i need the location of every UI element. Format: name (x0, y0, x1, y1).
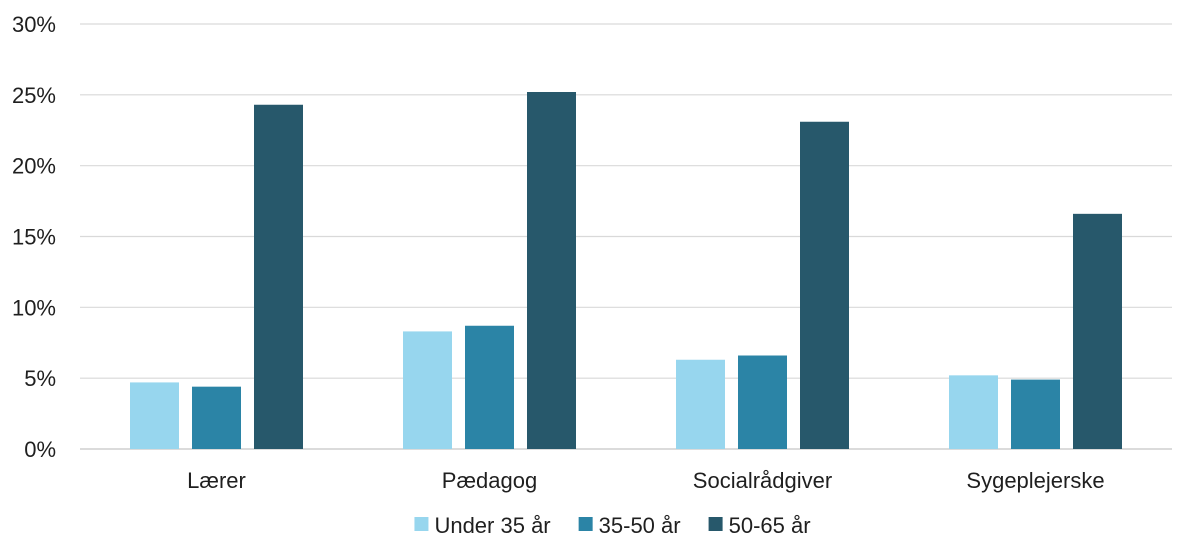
legend-swatch (414, 517, 429, 531)
y-tick-label: 20% (12, 154, 56, 179)
y-axis-tick-labels: 0% 5% 10% 15% 20% 25% 30% (12, 12, 56, 462)
legend-swatch (578, 517, 593, 531)
bar (949, 375, 998, 449)
bars (130, 92, 1122, 449)
y-tick-label: 15% (12, 225, 56, 250)
legend-item: 50-65 år (708, 513, 811, 538)
bar (676, 359, 725, 449)
bar (192, 386, 241, 449)
legend-label: Under 35 år (434, 513, 550, 538)
bar (527, 92, 576, 449)
bar (465, 325, 514, 449)
legend-label: 35-50 år (599, 513, 681, 538)
bar (254, 104, 303, 449)
y-tick-label: 25% (12, 83, 56, 108)
legend-item: 35-50 år (578, 513, 681, 538)
y-tick-label: 0% (24, 437, 56, 462)
bar (1073, 213, 1122, 449)
x-category-label: Sygeplejerske (966, 468, 1104, 493)
x-axis-category-labels: Lærer Pædagog Socialrådgiver Sygeplejerske (187, 468, 1104, 493)
legend-item: Under 35 år (414, 513, 551, 538)
x-category-label: Lærer (187, 468, 246, 493)
gridlines (80, 23, 1172, 450)
bar (1011, 379, 1060, 449)
bar (403, 331, 452, 449)
x-category-label: Pædagog (442, 468, 537, 493)
y-tick-label: 10% (12, 295, 56, 320)
bar (130, 382, 179, 449)
x-category-label: Socialrådgiver (693, 468, 832, 493)
y-tick-label: 5% (24, 366, 56, 391)
bar (738, 355, 787, 449)
legend: Under 35 år 35-50 år 50-65 år (414, 513, 811, 538)
legend-label: 50-65 år (729, 513, 811, 538)
y-tick-label: 30% (12, 12, 56, 37)
legend-swatch (708, 517, 723, 531)
bar (800, 121, 849, 449)
